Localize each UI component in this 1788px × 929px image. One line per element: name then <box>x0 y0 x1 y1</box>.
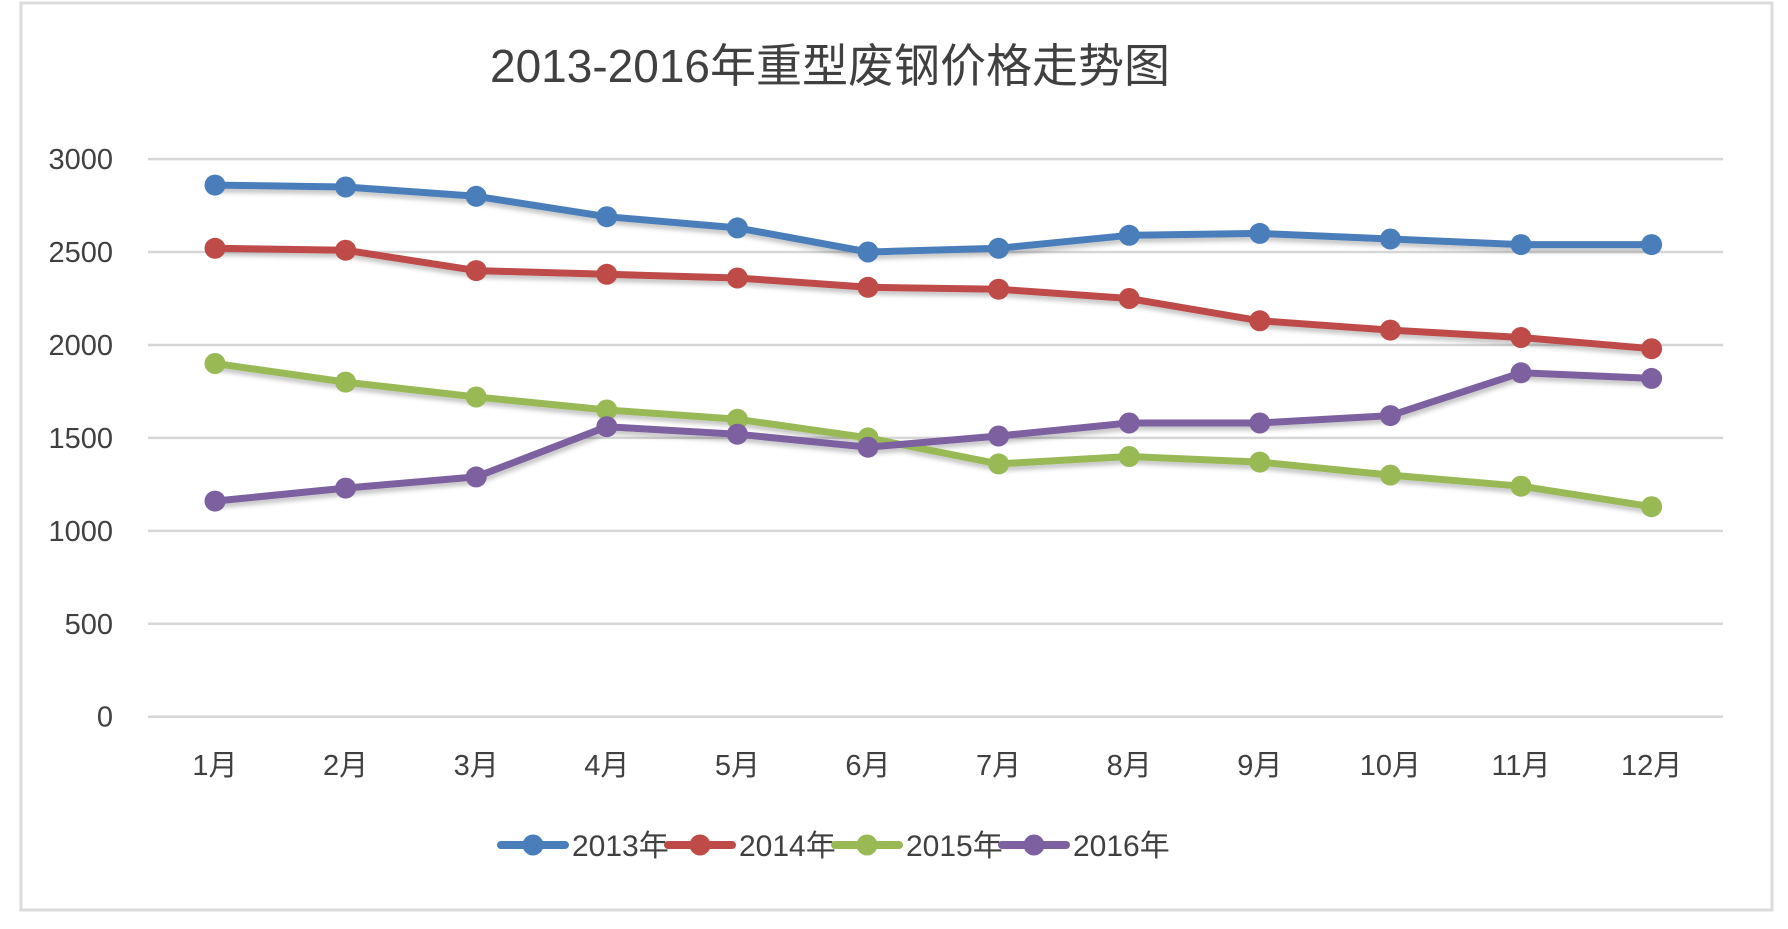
data-point-2016年-11月 <box>1510 362 1532 384</box>
legend-label-2015年: 2015年 <box>906 830 1003 863</box>
legend-marker-dot-2013年 <box>522 834 544 856</box>
series-line-2014年 <box>211 244 1656 353</box>
data-point-2014年-5月 <box>726 267 748 289</box>
data-point-2014年-11月 <box>1510 327 1532 348</box>
x-tick-label-11: 11月 <box>1491 750 1550 782</box>
legend-marker-dot-2016年 <box>1023 834 1045 856</box>
x-tick-label-4: 4月 <box>584 750 629 782</box>
legend-marker-dot-2014年 <box>689 834 711 856</box>
data-point-2013年-5月 <box>726 217 748 239</box>
data-point-2013年-2月 <box>335 176 357 198</box>
y-tick-label-2500: 2500 <box>48 237 113 269</box>
series-line-2015年 <box>211 360 1656 511</box>
series-line-2016年 <box>211 369 1656 505</box>
data-point-2014年-6月 <box>857 276 879 298</box>
legend-label-2016年: 2016年 <box>1073 830 1170 863</box>
series-lines <box>211 181 1656 511</box>
y-tick-label-1500: 1500 <box>48 423 113 455</box>
data-point-2013年-12月 <box>1641 234 1663 256</box>
data-point-2015年-8月 <box>1118 446 1140 467</box>
legend: 2013年 2014年 2015年 2016年 <box>497 830 1170 863</box>
data-point-2015年-2月 <box>335 371 357 393</box>
x-tick-label-6: 6月 <box>845 750 890 782</box>
x-tick-label-12: 12月 <box>1621 750 1682 782</box>
legend-marker-dot-2015年 <box>856 834 878 856</box>
data-point-2015年-3月 <box>465 386 487 408</box>
data-point-2013年-3月 <box>465 185 487 207</box>
data-point-2015年-1月 <box>204 353 226 374</box>
chart-frame-border <box>19 1 1774 912</box>
data-point-2014年-10月 <box>1379 319 1401 341</box>
data-point-2016年-8月 <box>1118 412 1140 434</box>
data-point-2013年-7月 <box>988 237 1010 259</box>
y-tick-label-0: 0 <box>97 702 113 734</box>
data-point-2015年-12月 <box>1641 496 1663 518</box>
x-tick-label-5: 5月 <box>715 750 760 782</box>
x-tick-label-2: 2月 <box>323 750 368 782</box>
x-tick-label-10: 10月 <box>1360 750 1421 782</box>
y-axis-labels: 0 500 1000 1500 2000 2500 3000 <box>48 144 113 734</box>
data-point-2013年-11月 <box>1510 234 1532 256</box>
data-point-2014年-12月 <box>1641 338 1663 360</box>
data-point-2013年-10月 <box>1379 228 1401 250</box>
x-tick-label-9: 9月 <box>1237 750 1282 782</box>
data-point-2016年-5月 <box>726 423 748 445</box>
data-point-2015年-11月 <box>1510 475 1532 497</box>
data-point-2016年-3月 <box>465 466 487 488</box>
data-point-2015年-4月 <box>596 399 618 421</box>
x-tick-label-8: 8月 <box>1107 750 1152 782</box>
data-point-2014年-4月 <box>596 263 618 285</box>
data-point-2015年-5月 <box>726 408 748 430</box>
data-point-2016年-6月 <box>857 436 879 458</box>
legend-item-2014年: 2014年 <box>664 830 836 863</box>
data-point-2014年-9月 <box>1249 310 1271 332</box>
data-point-2014年-7月 <box>988 278 1010 300</box>
y-tick-label-3000: 3000 <box>48 144 113 176</box>
data-point-2015年-10月 <box>1379 464 1401 486</box>
data-point-2016年-7月 <box>988 425 1010 447</box>
y-tick-label-500: 500 <box>65 609 113 641</box>
data-point-2015年-9月 <box>1249 451 1271 473</box>
data-point-2016年-12月 <box>1641 367 1663 389</box>
data-point-2014年-3月 <box>465 260 487 282</box>
series-markers <box>204 174 1663 518</box>
data-point-2016年-4月 <box>596 416 618 438</box>
data-point-2016年-9月 <box>1249 412 1271 434</box>
legend-item-2013年: 2013年 <box>497 830 669 863</box>
data-point-2016年-10月 <box>1379 405 1401 427</box>
legend-label-2013年: 2013年 <box>572 830 669 863</box>
x-axis-labels: 1月 2月 3月 4月 5月 6月 7月 8月 9月 10月 11月 12月 <box>192 750 1682 782</box>
data-point-2013年-8月 <box>1118 224 1140 246</box>
data-point-2016年-1月 <box>204 490 226 512</box>
x-tick-label-1: 1月 <box>192 750 237 782</box>
data-point-2016年-2月 <box>335 477 357 499</box>
x-tick-label-7: 7月 <box>976 750 1021 782</box>
chart-title: 2013-2016年重型废钢价格走势图 <box>490 40 1170 92</box>
data-point-2013年-9月 <box>1249 222 1271 244</box>
y-tick-label-1000: 1000 <box>48 516 113 548</box>
data-point-2013年-4月 <box>596 206 618 228</box>
legend-label-2014年: 2014年 <box>739 830 836 863</box>
data-point-2013年-1月 <box>204 174 226 196</box>
data-point-2014年-8月 <box>1118 288 1140 309</box>
data-point-2014年-1月 <box>204 237 226 259</box>
data-point-2015年-7月 <box>988 453 1010 475</box>
data-point-2013年-6月 <box>857 241 879 263</box>
legend-item-2016年: 2016年 <box>998 830 1170 863</box>
y-tick-label-2000: 2000 <box>48 330 113 362</box>
x-tick-label-3: 3月 <box>454 750 499 782</box>
legend-item-2015年: 2015年 <box>831 830 1003 863</box>
data-point-2014年-2月 <box>335 239 357 261</box>
series-line-2013年 <box>211 181 1656 256</box>
